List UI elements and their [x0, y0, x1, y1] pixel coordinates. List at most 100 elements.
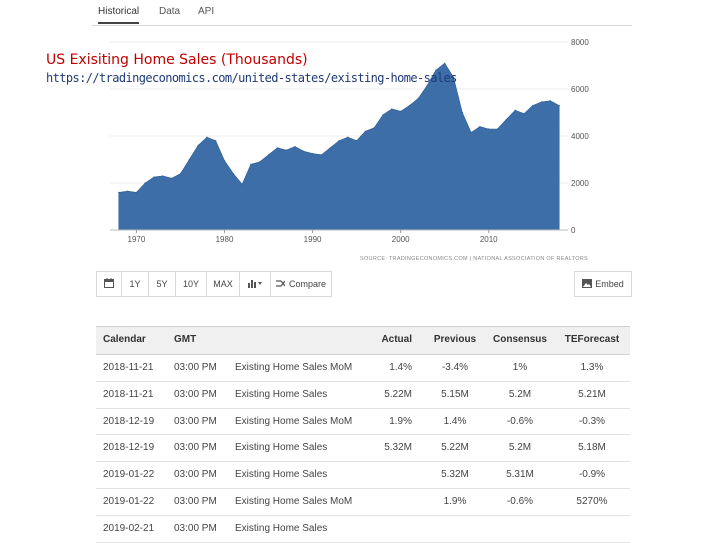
range-5y-button[interactable]: 5Y [149, 272, 176, 296]
row-forecast: 5.21M [578, 388, 606, 400]
sales-point [364, 130, 366, 132]
sales-point [276, 147, 278, 149]
row-date: 2018-12-19 [103, 415, 155, 427]
row-time: 03:00 PM [174, 415, 217, 427]
y-tick-label: 0 [571, 226, 576, 235]
row-date: 2019-01-22 [103, 495, 155, 507]
x-tick-label: 2000 [392, 235, 410, 244]
tab-api[interactable]: API [198, 6, 215, 17]
table-row[interactable]: 2018-11-21 03:00 PM Existing Home Sales 5.2… [96, 382, 630, 409]
sales-point [171, 177, 173, 179]
table-row[interactable]: 2019-01-22 03:00 PM Existing Home Sales Mo… [96, 489, 630, 516]
caption-url: https://tradingeconomics.com/united-stat… [46, 71, 457, 85]
row-consensus: 1% [512, 362, 528, 373]
row-actual: 5.22M [384, 388, 412, 400]
x-tick-label: 2010 [480, 235, 498, 244]
sales-area-series [118, 62, 560, 231]
row-previous: -3.4% [441, 362, 469, 373]
row-previous: 1.4% [443, 415, 467, 427]
sales-point [329, 147, 331, 149]
sales-point [382, 114, 384, 116]
calendar-button[interactable] [97, 272, 122, 296]
row-event: Existing Home Sales [235, 522, 328, 534]
sales-point [408, 104, 411, 107]
y-tick-label: 6000 [571, 85, 589, 94]
row-date: 2019-01-22 [103, 469, 155, 481]
sales-point [435, 69, 437, 71]
table-row[interactable]: 2018-11-21 03:00 PM Existing Home Sales Mo… [96, 355, 630, 382]
header-teforecast: TEForecast [564, 334, 620, 345]
sales-point [312, 153, 314, 155]
sales-point [452, 76, 455, 78]
y-tick-label: 8000 [571, 38, 589, 47]
range-max-button[interactable]: MAX [207, 272, 240, 296]
sales-point [514, 109, 516, 111]
sales-point [118, 191, 120, 193]
calendar-table: Calendar GMT Actual Previous Consensus T… [96, 326, 630, 543]
row-previous: 1.9% [443, 495, 467, 507]
sales-point [356, 140, 358, 142]
tab-historical[interactable]: Historical [98, 6, 140, 24]
sales-point [532, 104, 534, 107]
row-date: 2018-11-21 [103, 362, 154, 373]
sales-point [523, 113, 525, 115]
range-10y-button[interactable]: 10Y [176, 272, 207, 296]
sales-point [144, 182, 146, 184]
table-body: 2018-11-21 03:00 PM Existing Home Sales Mo… [96, 355, 630, 543]
sales-point [179, 173, 182, 175]
row-consensus: 5.2M [508, 442, 532, 454]
row-event: Existing Home Sales MoM [235, 495, 353, 507]
sales-point [426, 84, 428, 87]
row-forecast: 5270% [576, 495, 608, 507]
embed-button[interactable]: Embed [574, 271, 632, 297]
range-1y-button[interactable]: 1Y [122, 272, 149, 296]
embed-label: Embed [595, 279, 624, 289]
compare-label: Compare [288, 279, 326, 289]
sales-point [320, 154, 322, 156]
header-previous: Previous [433, 334, 477, 345]
sales-point [250, 163, 252, 165]
table-row[interactable]: 2018-12-19 03:00 PM Existing Home Sales Mo… [96, 409, 630, 436]
sales-point [303, 150, 305, 152]
row-time: 03:00 PM [174, 469, 217, 481]
row-time: 03:00 PM [174, 495, 217, 507]
row-event: Existing Home Sales [235, 442, 328, 454]
row-forecast: 1.3% [580, 362, 604, 373]
table-row[interactable]: 2019-01-22 03:00 PM Existing Home Sales 5.3… [96, 462, 630, 489]
table-row[interactable]: 2019-02-21 03:00 PM Existing Home Sales [96, 516, 630, 543]
sales-point [549, 100, 551, 102]
tab-bar: Historical Data API [92, 0, 632, 26]
sales-point [215, 140, 217, 142]
sales-point [206, 136, 208, 138]
row-date: 2018-11-21 [103, 388, 154, 400]
sales-point [417, 97, 419, 99]
sales-point [338, 140, 340, 142]
row-date: 2018-12-19 [103, 442, 155, 454]
compare-button[interactable]: Compare [271, 272, 331, 296]
row-forecast: 5.18M [578, 442, 606, 454]
row-time: 03:00 PM [174, 362, 217, 373]
row-actual: 1.4% [389, 362, 412, 373]
row-event: Existing Home Sales MoM [235, 415, 353, 427]
row-consensus: 5.31M [506, 469, 534, 481]
sales-point [541, 101, 543, 103]
sales-point [461, 111, 463, 114]
sales-point [479, 126, 481, 128]
sales-point [267, 154, 270, 156]
chart-type-button[interactable] [240, 272, 271, 296]
row-forecast: -0.3% [578, 415, 606, 427]
sales-point [470, 131, 472, 134]
row-previous: 5.32M [441, 469, 469, 481]
sales-point [223, 160, 226, 162]
sales-point [294, 146, 296, 148]
sales-point [505, 118, 507, 121]
row-consensus: -0.6% [506, 495, 534, 507]
tab-data[interactable]: Data [159, 6, 181, 17]
row-time: 03:00 PM [174, 522, 217, 534]
caption-title: US Exisiting Home Sales (Thousands) [46, 52, 308, 68]
row-time: 03:00 PM [174, 388, 217, 400]
table-row[interactable]: 2018-12-19 03:00 PM Existing Home Sales 5.3… [96, 435, 630, 463]
row-event: Existing Home Sales [235, 469, 328, 481]
row-event: Existing Home Sales [235, 388, 328, 400]
sales-point [444, 62, 446, 64]
